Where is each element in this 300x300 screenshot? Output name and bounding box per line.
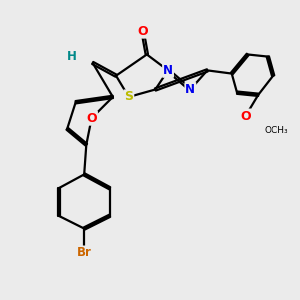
Text: OCH₃: OCH₃ [265, 126, 288, 135]
Text: S: S [124, 90, 133, 104]
Text: H: H [67, 50, 76, 63]
Text: Br: Br [77, 247, 92, 260]
Text: N: N [185, 83, 195, 96]
Text: O: O [137, 25, 148, 38]
Text: N: N [163, 64, 173, 77]
Text: O: O [86, 112, 97, 125]
Text: O: O [240, 110, 251, 122]
